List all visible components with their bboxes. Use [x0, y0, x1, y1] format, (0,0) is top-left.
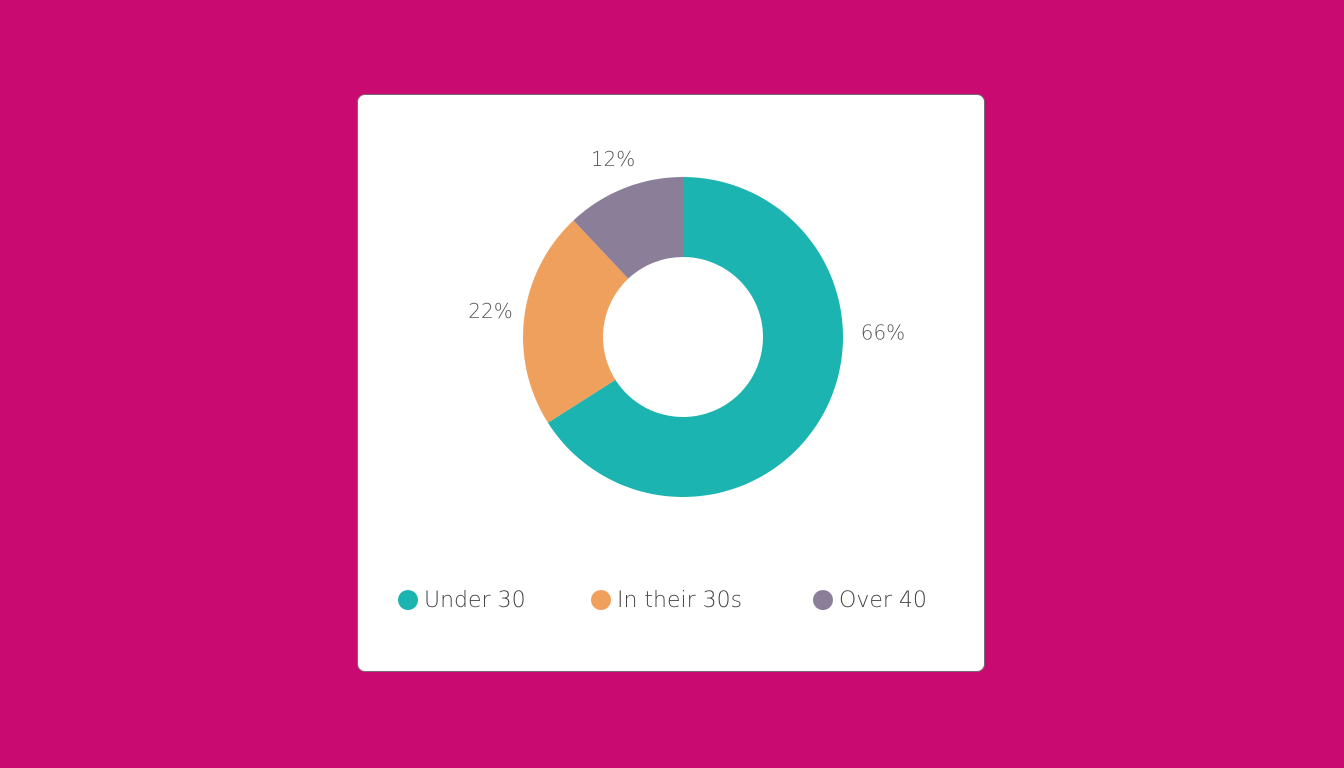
donut-chart: 66% 22% 12% — [468, 147, 905, 497]
slice-under-30 — [547, 177, 843, 497]
value-label-in-their-30s: 22% — [468, 299, 512, 323]
legend-swatch-under-30 — [398, 590, 418, 610]
legend-item-over-40: Over 40 — [813, 585, 927, 615]
chart-card: 66% 22% 12% Under 30 In their 30s Over 40 — [357, 94, 985, 672]
legend-item-in-their-30s: In their 30s — [591, 585, 742, 615]
legend-swatch-in-their-30s — [591, 590, 611, 610]
legend-item-under-30: Under 30 — [398, 585, 526, 615]
legend-label-in-their-30s: In their 30s — [617, 587, 743, 613]
slice-over-40 — [573, 177, 683, 279]
legend-label-over-40: Over 40 — [839, 587, 927, 613]
slice-in-their-30s — [523, 220, 629, 423]
legend-label-under-30: Under 30 — [424, 587, 526, 613]
legend-swatch-over-40 — [813, 590, 833, 610]
value-label-under-30: 66% — [861, 320, 905, 344]
value-label-over-40: 12% — [591, 147, 635, 171]
